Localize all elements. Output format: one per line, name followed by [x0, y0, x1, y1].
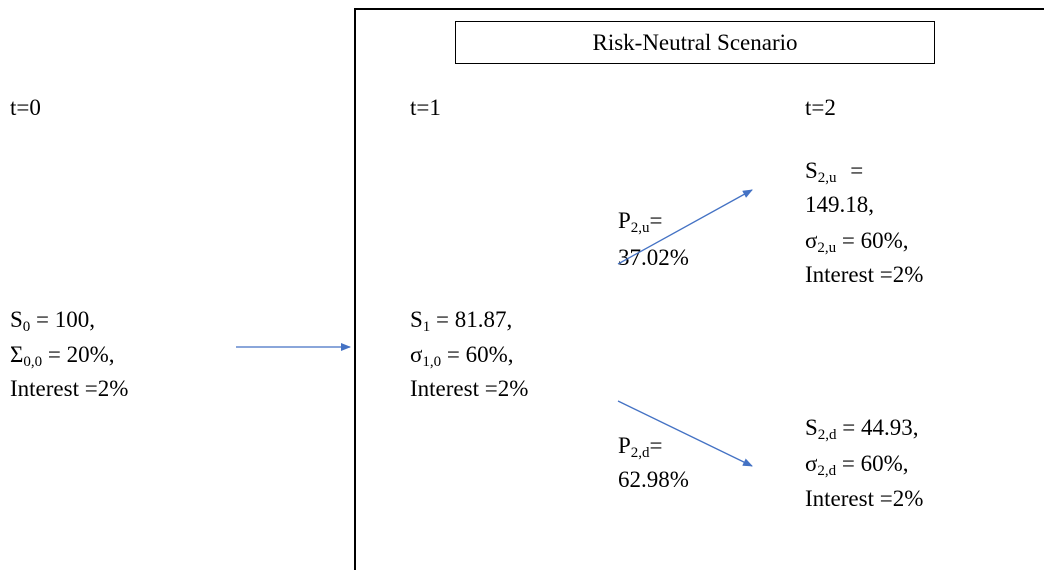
time-label-t0: t=0: [10, 95, 41, 120]
node-up-price-subscript: 2,u: [817, 170, 837, 186]
node-t1-volatility: σ1,0 = 60%,: [410, 342, 514, 370]
node-t0-volatility: Σ0,0 = 20%,: [10, 342, 115, 370]
node-t1-price: S1 = 81.87,: [410, 307, 513, 335]
node-up-vol-symbol: σ: [805, 228, 818, 253]
prob-down-subscript: 2,d: [630, 445, 650, 461]
node-up-vol-subscript: 2,u: [817, 240, 837, 256]
node-t0-vol-symbol: Σ: [10, 342, 24, 367]
node-down-price-symbol: S: [805, 415, 818, 440]
prob-down-value: 62.98%: [618, 467, 689, 492]
arrow-t1-to-down: [617, 400, 753, 467]
node-down-vol-value: = 60%,: [836, 451, 909, 476]
scenario-title-text: Risk-Neutral Scenario: [592, 29, 798, 55]
node-up-vol-value: = 60%,: [836, 228, 909, 253]
node-down-interest: Interest =2%: [805, 486, 924, 511]
prob-up-equals: =: [649, 208, 663, 233]
node-t1-interest: Interest =2%: [410, 376, 529, 401]
time-label-t2: t=2: [805, 95, 836, 120]
node-down-vol-symbol: σ: [805, 451, 818, 476]
node-t0-vol-subscript: 0,0: [23, 354, 43, 370]
node-t0-price: S0 = 100,: [10, 307, 96, 335]
prob-up-symbol: P2,u=: [618, 208, 663, 236]
node-up-price-symbol: S: [805, 158, 818, 183]
node-t1-vol-symbol: σ: [410, 342, 423, 367]
node-down-volatility: σ2,d = 60%,: [805, 451, 909, 479]
node-up-interest: Interest =2%: [805, 262, 924, 287]
node-t1-price-value: = 81.87,: [430, 307, 513, 332]
node-t0-price-subscript: 0: [22, 319, 31, 335]
scenario-title: Risk-Neutral Scenario: [455, 21, 935, 64]
node-t1-price-subscript: 1: [422, 319, 431, 335]
time-label-t1: t=1: [410, 95, 441, 120]
node-up-price-value: 149.18,: [805, 192, 874, 217]
node-down-vol-subscript: 2,d: [817, 463, 837, 479]
node-down-price-value: = 44.93,: [836, 415, 919, 440]
node-t0-interest: Interest =2%: [10, 376, 129, 401]
prob-down-main: P: [618, 433, 631, 458]
arrow-t1-to-up: [617, 189, 753, 265]
node-t1-vol-value: = 60%,: [441, 342, 514, 367]
tree-arrows: [236, 189, 753, 467]
prob-down-equals: =: [649, 433, 663, 458]
node-t0-price-value: = 100,: [30, 307, 96, 332]
node-t1-price-symbol: S: [410, 307, 423, 332]
prob-down-symbol: P2,d=: [618, 433, 663, 461]
node-up-price-equals: =: [844, 158, 864, 183]
node-up-volatility: σ2,u = 60%,: [805, 228, 909, 256]
node-t0-price-symbol: S: [10, 307, 23, 332]
node-down-price: S2,d = 44.93,: [805, 415, 919, 443]
prob-up-main: P: [618, 208, 631, 233]
node-t1-vol-subscript: 1,0: [422, 354, 442, 370]
node-up-price: S2,u =: [805, 158, 864, 186]
prob-up-subscript: 2,u: [630, 220, 650, 236]
scenario-frame: [354, 8, 1044, 570]
node-down-price-subscript: 2,d: [817, 427, 837, 443]
node-t0-vol-value: = 20%,: [42, 342, 115, 367]
